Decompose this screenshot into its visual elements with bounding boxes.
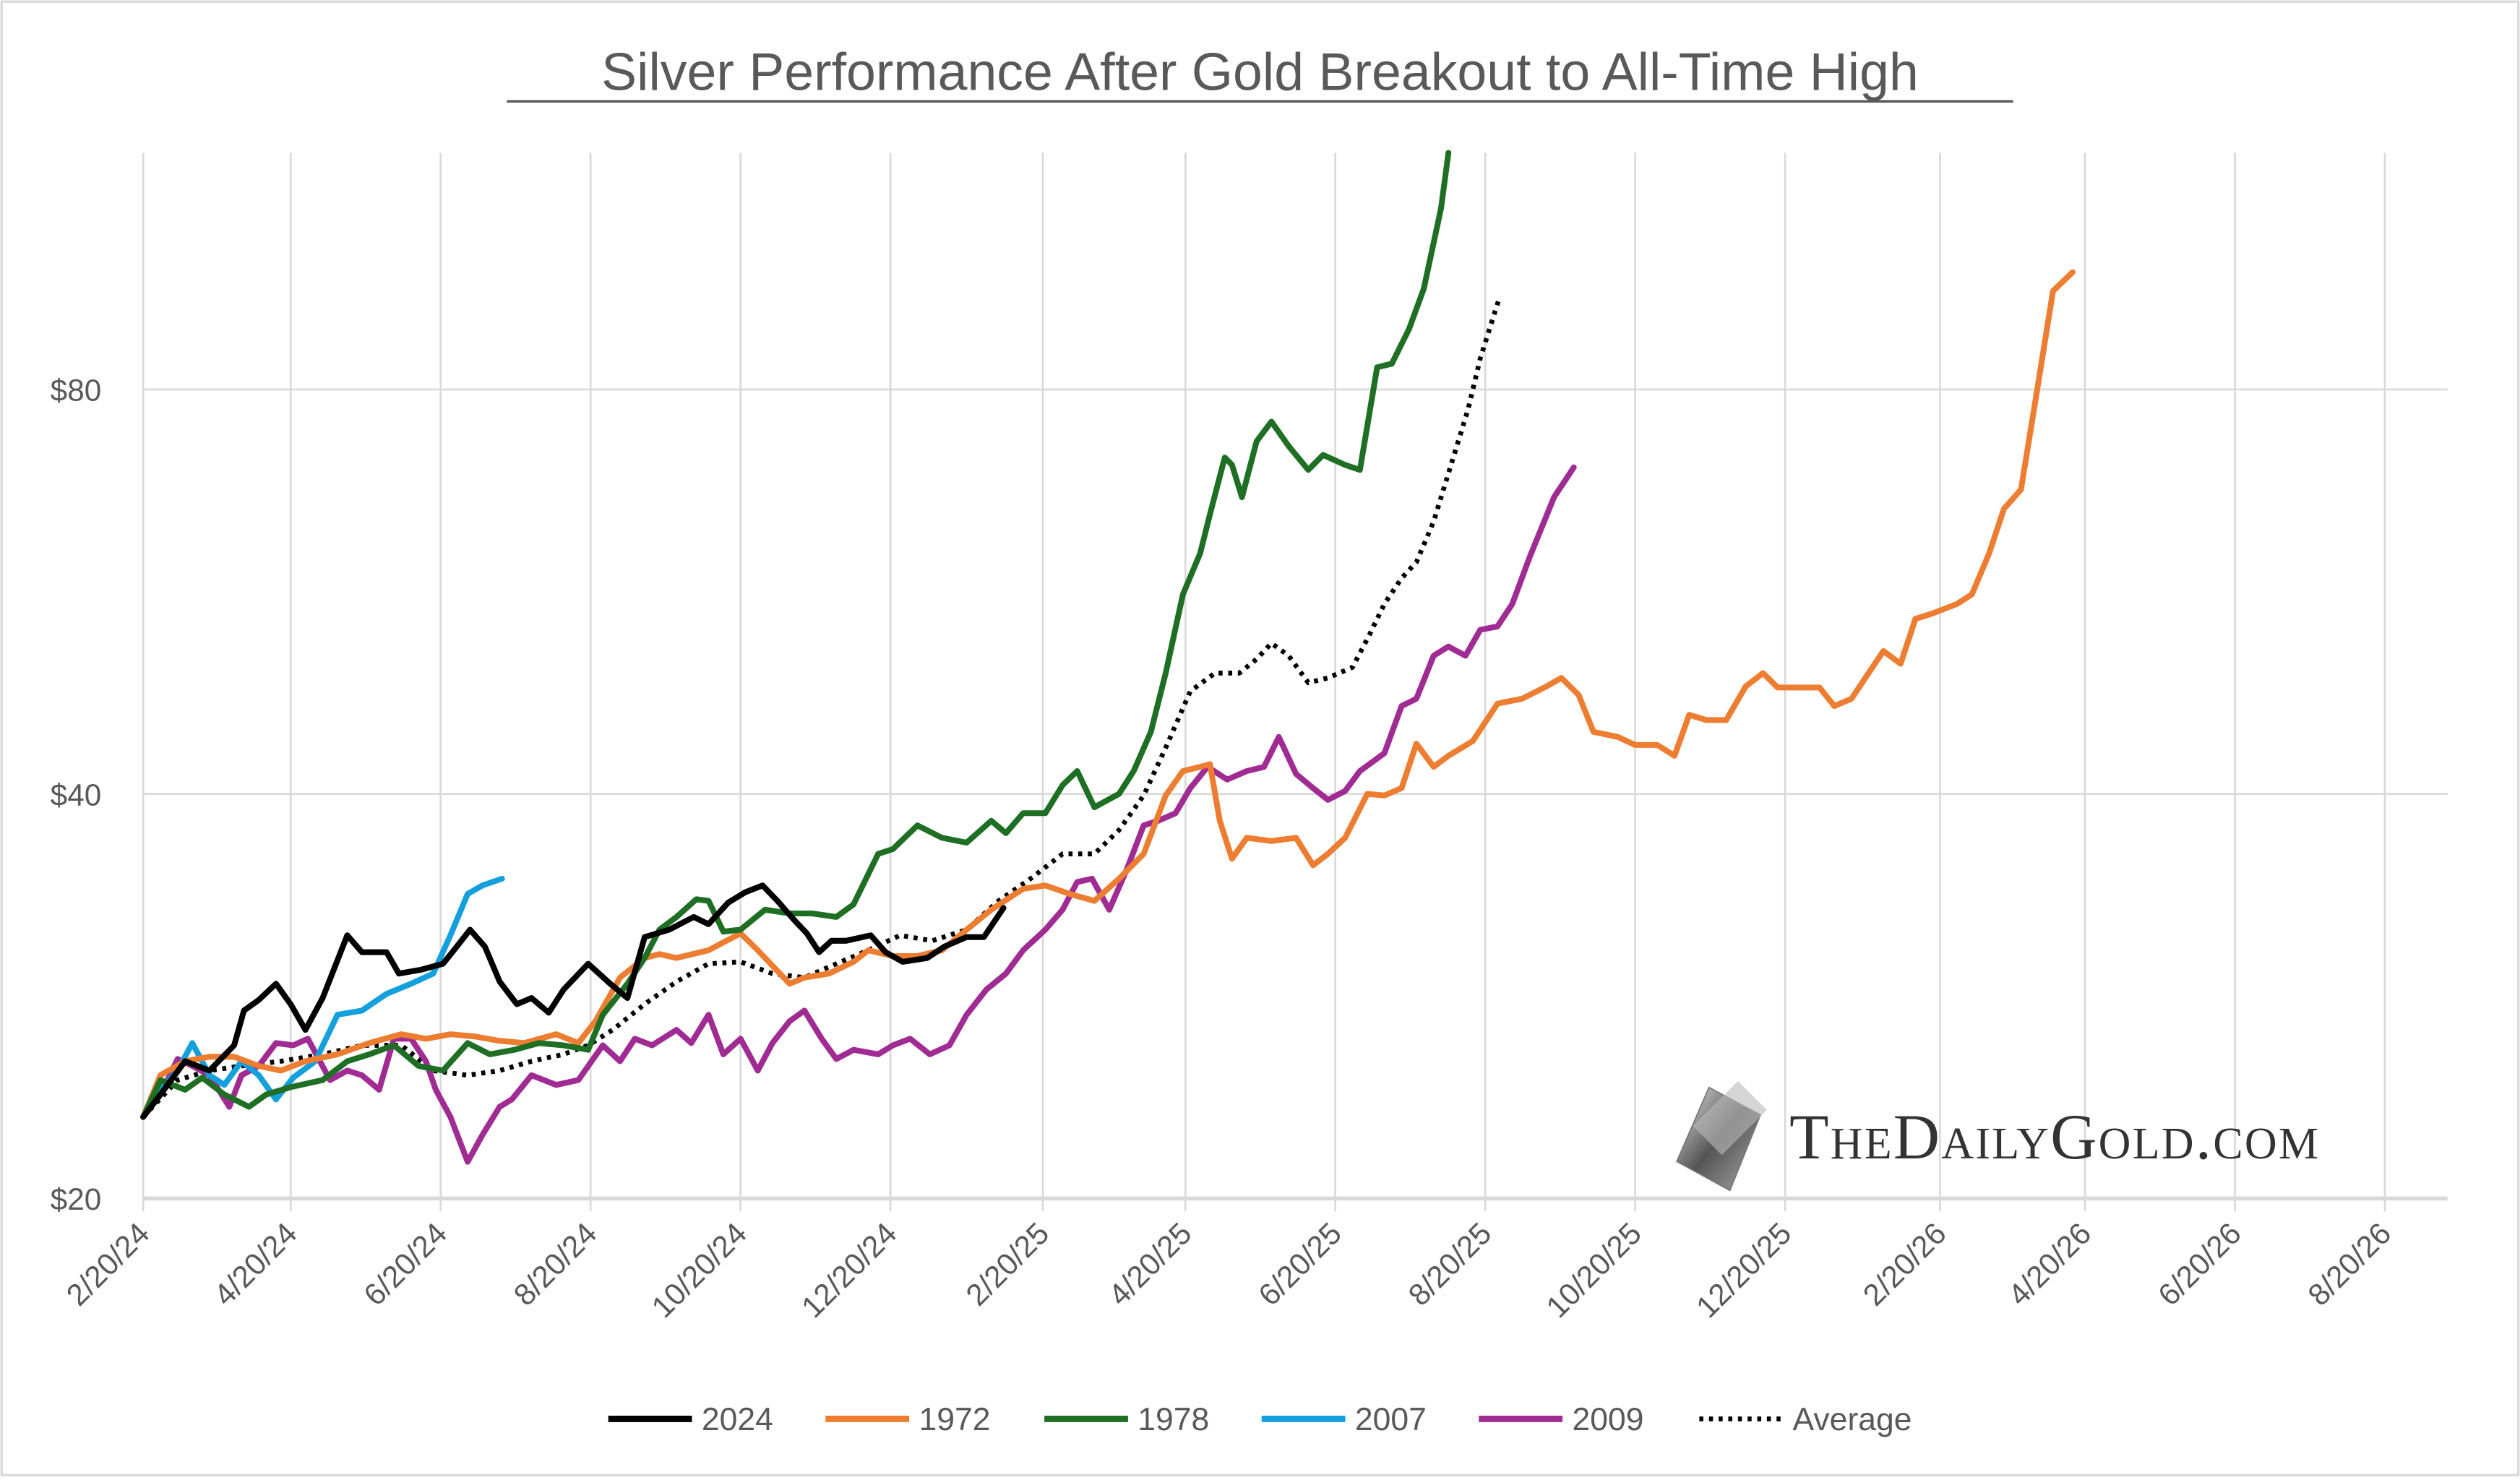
legend-label: 1972 xyxy=(919,1402,990,1437)
legend-item-2007: 2007 xyxy=(1261,1402,1427,1437)
series-lines xyxy=(140,150,2076,1165)
chart-title: Silver Performance After Gold Breakout t… xyxy=(601,42,1919,102)
series-line-1972 xyxy=(140,269,2076,1120)
legend-item-average: Average xyxy=(1699,1402,1912,1437)
gridlines xyxy=(142,152,2448,1212)
series-line-2009 xyxy=(140,464,1577,1165)
series-line-2024 xyxy=(140,882,1007,1120)
legend-label: 2009 xyxy=(1572,1402,1643,1437)
y-axis-labels: $20 $40 $80 xyxy=(51,374,102,1217)
y-tick-label: $20 xyxy=(51,1182,102,1216)
legend-item-1972: 1972 xyxy=(825,1402,990,1437)
thedailygold-logo: TheDailyGold.com xyxy=(1676,1080,2320,1192)
legend-item-2009: 2009 xyxy=(1479,1402,1644,1437)
series-line-2007 xyxy=(140,875,505,1120)
y-tick-label: $80 xyxy=(51,374,102,408)
legend-item-2024: 2024 xyxy=(608,1402,773,1437)
legend-label: 2007 xyxy=(1355,1402,1427,1437)
legend-item-1978: 1978 xyxy=(1044,1402,1209,1437)
legend-label: 1978 xyxy=(1138,1402,1209,1437)
legend: 2024 1972 1978 2007 2009 Average xyxy=(608,1402,1912,1437)
logo-text: TheDailyGold.com xyxy=(1789,1102,2320,1173)
legend-label: 2024 xyxy=(702,1402,773,1437)
series-line-1978 xyxy=(140,150,1452,1120)
legend-label: Average xyxy=(1793,1402,1912,1437)
y-tick-label: $40 xyxy=(51,778,102,812)
